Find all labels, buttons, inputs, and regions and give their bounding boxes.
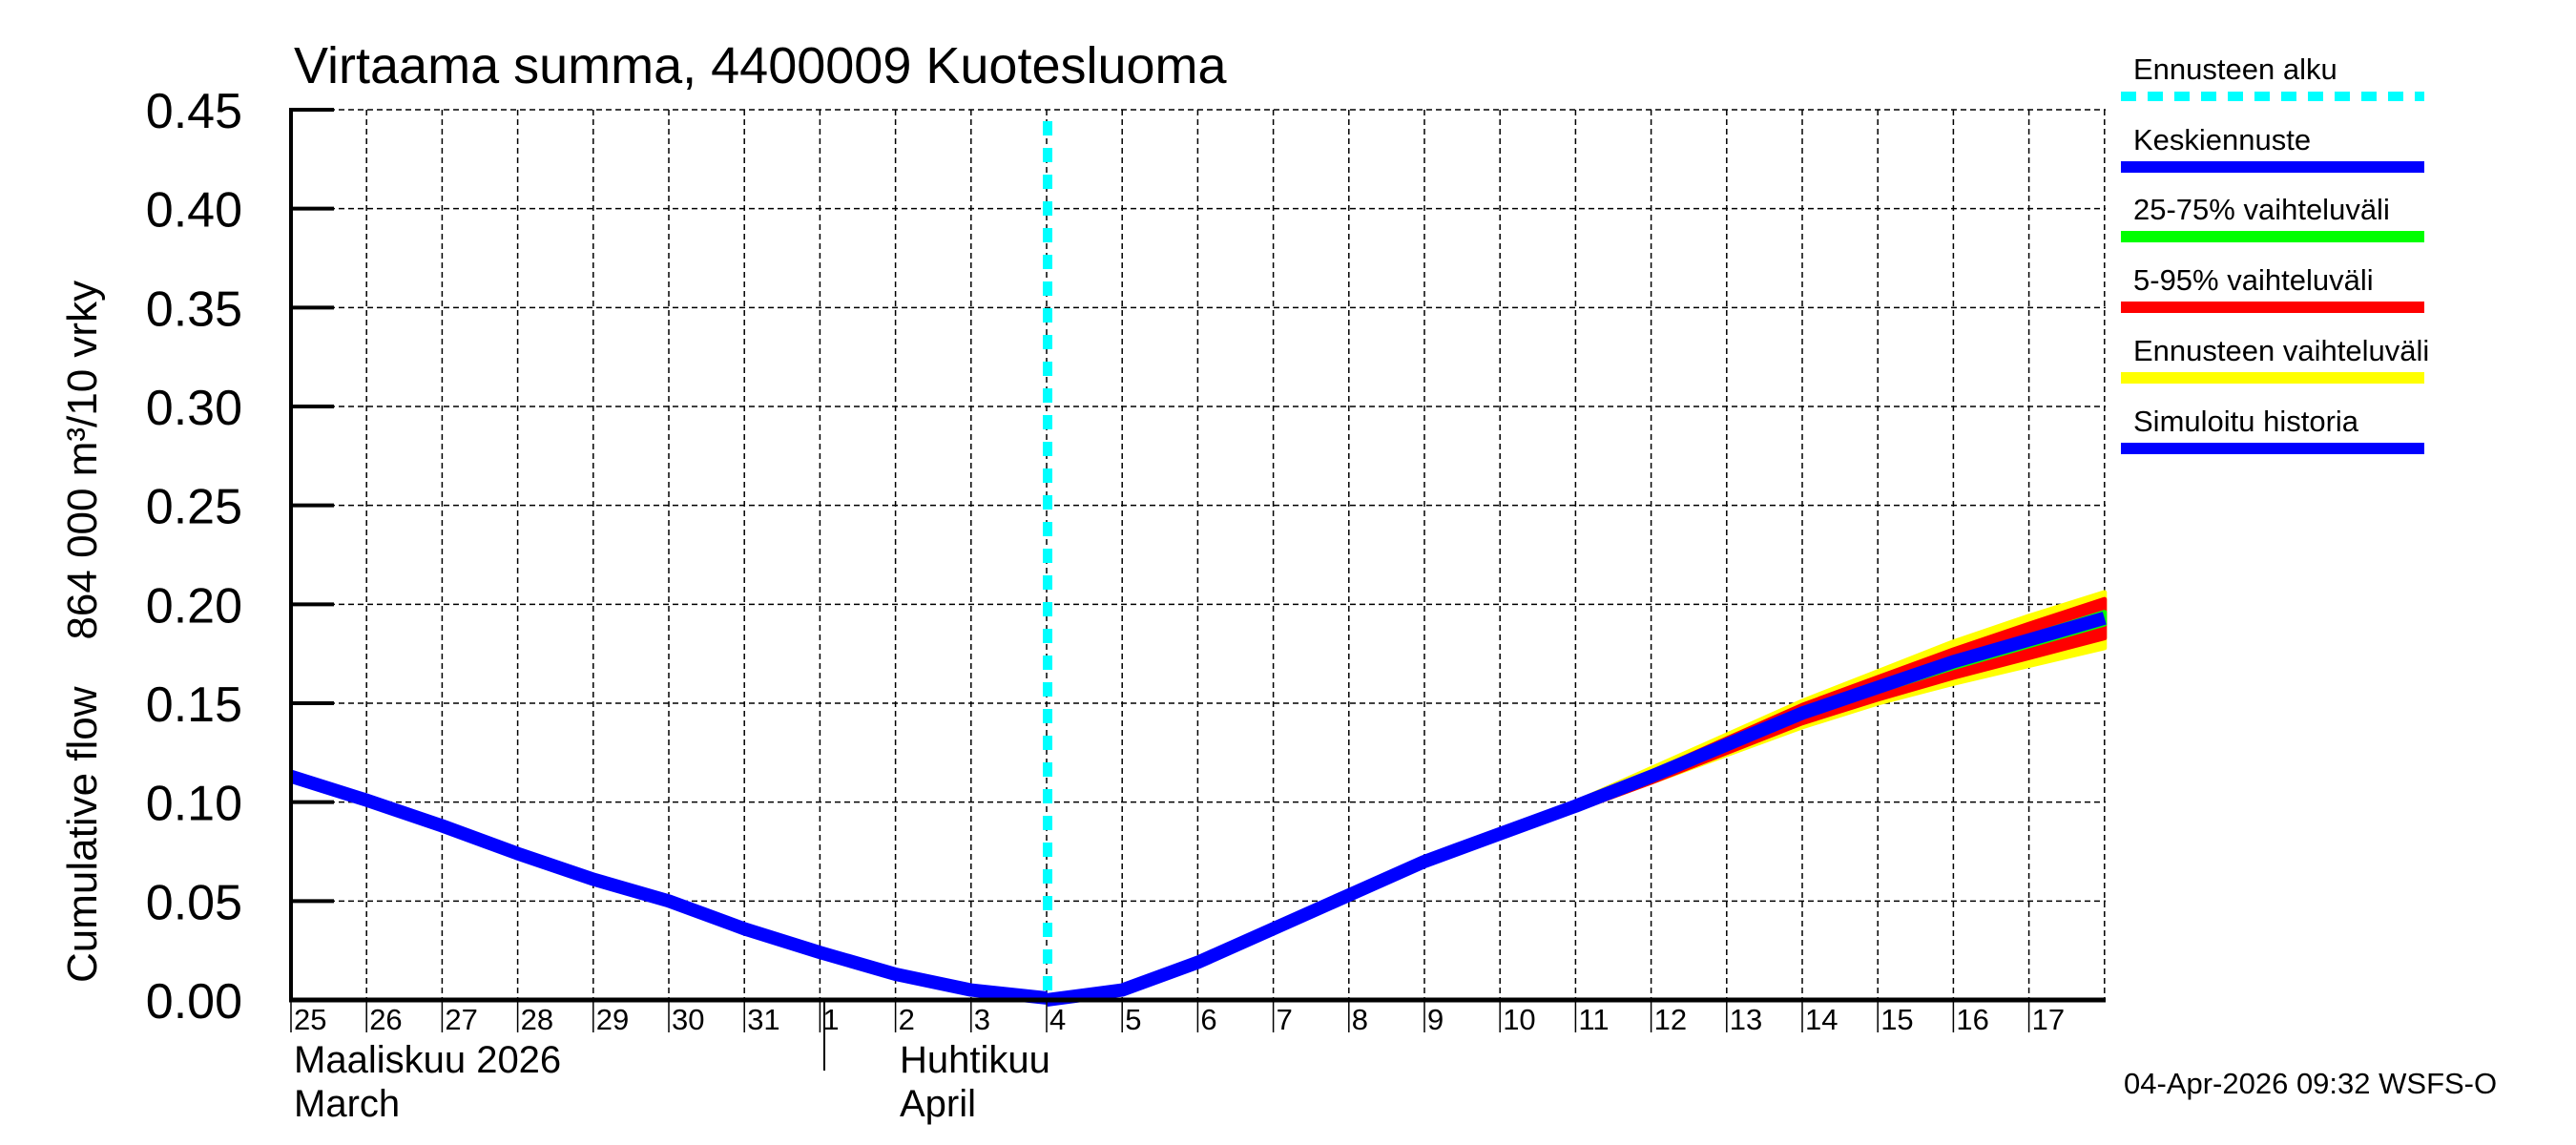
- series-lines: [288, 121, 2107, 1007]
- x-tick-label: 3: [974, 1003, 990, 1036]
- legend-item: Simuloitu historia: [2121, 405, 2424, 454]
- x-tick-label: 30: [672, 1003, 704, 1036]
- legend-item: Ennusteen alku: [2121, 52, 2424, 101]
- month-label-april: Huhtikuu April: [900, 1039, 1050, 1125]
- legend-item: 25-75% vaihteluväli: [2121, 193, 2424, 242]
- legend-label: Keskiennuste: [2133, 123, 2311, 156]
- legend-label: Ennusteen vaihteluväli: [2133, 334, 2429, 367]
- legend-label: 5-95% vaihteluväli: [2133, 263, 2374, 297]
- x-tick-label: 14: [1805, 1003, 1838, 1036]
- x-tick-label: 26: [369, 1003, 402, 1036]
- month-label-en: March: [294, 1083, 400, 1125]
- x-tick-label: 28: [521, 1003, 553, 1036]
- month-label-en: April: [900, 1083, 976, 1125]
- x-tick-label: 31: [747, 1003, 779, 1036]
- x-tick-label: 16: [1956, 1003, 1988, 1036]
- x-tick-label: 7: [1277, 1003, 1293, 1036]
- mean-forecast-line: [1046, 612, 2107, 1007]
- simulated-history-line: [288, 770, 1048, 1005]
- x-tick-label: 8: [1352, 1003, 1368, 1036]
- timestamp: 04-Apr-2026 09:32 WSFS-O: [2124, 1067, 2497, 1100]
- axes: [289, 108, 2106, 1032]
- y-tick-label: 0.00: [146, 974, 242, 1030]
- legend-item: Ennusteen vaihteluväli: [2121, 334, 2429, 384]
- x-tick-label: 13: [1730, 1003, 1762, 1036]
- month-label-fi: Huhtikuu: [900, 1039, 1050, 1081]
- legend-label: Ennusteen alku: [2133, 52, 2337, 86]
- y-tick-label: 0.25: [146, 480, 242, 535]
- legend-label: 25-75% vaihteluväli: [2133, 193, 2390, 226]
- y-tick-label: 0.45: [146, 84, 242, 139]
- y-tick-label: 0.20: [146, 578, 242, 634]
- legend-label: Simuloitu historia: [2133, 405, 2359, 438]
- x-tick-label: 6: [1200, 1003, 1216, 1036]
- x-tick-label: 9: [1427, 1003, 1444, 1036]
- x-tick-label: 5: [1125, 1003, 1141, 1036]
- x-tick-label: 25: [294, 1003, 326, 1036]
- x-tick-label: 2: [899, 1003, 915, 1036]
- legend-item: 5-95% vaihteluväli: [2121, 263, 2424, 313]
- grid-lines: [291, 109, 2106, 1000]
- x-tick-label: 11: [1578, 1003, 1609, 1036]
- x-tick-label: 29: [596, 1003, 629, 1036]
- chart-title: Virtaama summa, 4400009 Kuotesluoma: [294, 37, 1228, 94]
- y-tick-label: 0.05: [146, 875, 242, 930]
- y-tick-label: 0.35: [146, 281, 242, 337]
- month-label-march: Maaliskuu 2026 March: [294, 1039, 561, 1125]
- y-tick-label: 0.40: [146, 183, 242, 239]
- x-tick-label: 1: [822, 1003, 839, 1036]
- legend: Ennusteen alku Keskiennuste 25-75% vaihtel…: [2121, 52, 2429, 454]
- legend-item: Keskiennuste: [2121, 123, 2424, 173]
- y-tick-labels: 0.00 0.05 0.10 0.15 0.20 0.25 0.30 0.35 0.40 0.45: [146, 84, 242, 1030]
- x-tick-labels: 25 26 27 28 29 30 31 1 2 3 4 5 6 7 8 9 10 11 12 13 14 15 16 17: [294, 1003, 2065, 1036]
- x-tick-label: 17: [2032, 1003, 2065, 1036]
- month-label-fi: Maaliskuu 2026: [294, 1039, 561, 1081]
- y-tick-label: 0.10: [146, 777, 242, 832]
- y-tick-label: 0.30: [146, 381, 242, 436]
- x-tick-label: 27: [445, 1003, 477, 1036]
- x-tick-label: 12: [1654, 1003, 1687, 1036]
- x-tick-label: 15: [1880, 1003, 1913, 1036]
- x-tick-label: 4: [1049, 1003, 1066, 1036]
- y-axis-label: Cumulative flow 864 000 m³/10 vrky: [59, 281, 106, 983]
- y-tick-label: 0.15: [146, 677, 242, 733]
- x-tick-label: 10: [1503, 1003, 1535, 1036]
